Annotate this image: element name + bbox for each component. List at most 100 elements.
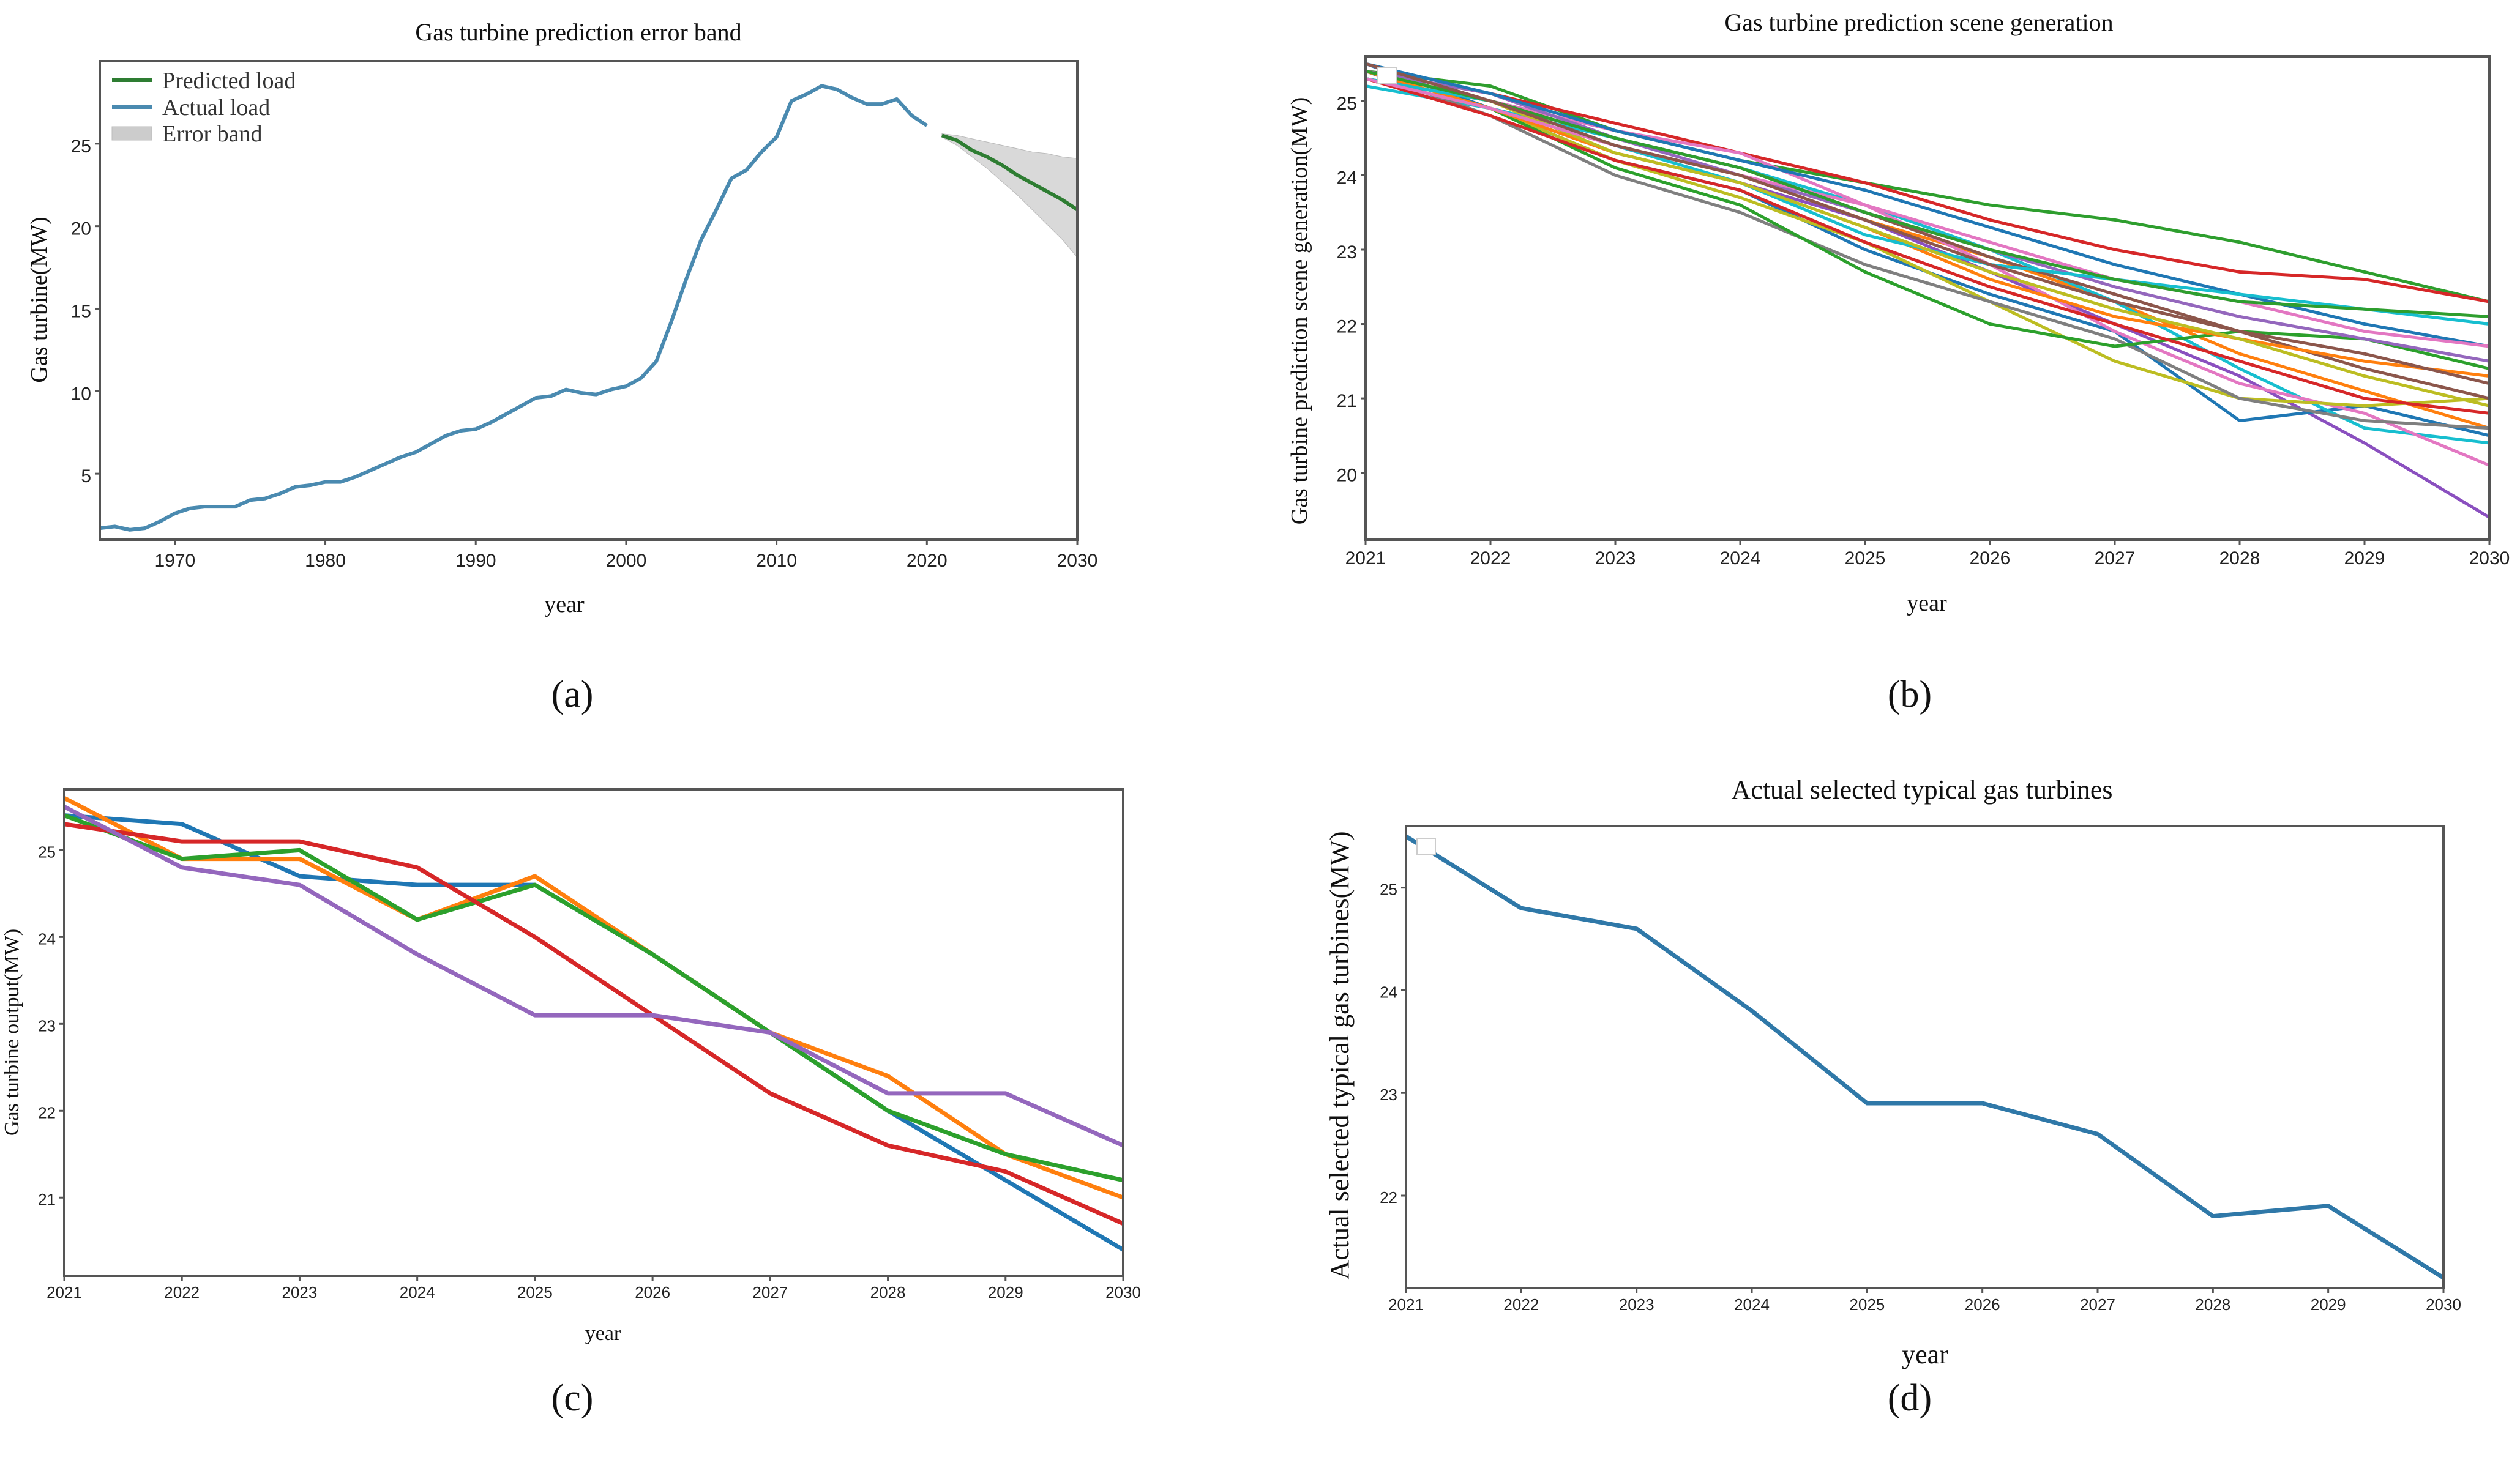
y-tick-label: 25	[38, 843, 56, 861]
chart-a-ylabel: Gas turbine(MW)	[26, 217, 52, 382]
series-line-c-4	[64, 822, 1124, 1226]
legend-band-label: Error band	[162, 121, 263, 147]
x-tick-label: 2025	[1849, 1295, 1885, 1314]
x-tick-label: 2025	[1845, 548, 1886, 568]
x-tick-label: 2028	[2195, 1295, 2230, 1314]
x-tick-label: 2026	[635, 1283, 670, 1301]
series-line-b-14	[1365, 62, 2490, 348]
y-tick-label: 23	[1380, 1085, 1397, 1104]
y-tick-label: 25	[1380, 881, 1397, 899]
chart-d-plot-area: 2021 2022 2023 2024 2025 2026 2027 2028 2029 2030…	[1380, 834, 2461, 1314]
y-tick-label: 23	[1337, 242, 1357, 263]
chart-a-plot-area: 1970 1980 1990 2000 2010 2020 2030 5 10 15 20 25	[71, 84, 1098, 571]
caption-c: (c)	[551, 1377, 594, 1419]
chart-d-xlabel: year	[1902, 1339, 1948, 1369]
chart-a-xlabel: year	[544, 592, 585, 617]
x-tick-label: 2028	[2219, 548, 2260, 568]
series-line-b-18	[1365, 77, 2490, 348]
x-tick-label: 2022	[164, 1283, 200, 1301]
series-line-b-9	[1365, 69, 2490, 430]
series-line-c-5	[63, 805, 1124, 1148]
x-tick-label: 2022	[1470, 548, 1511, 568]
y-tick-label: 24	[1337, 168, 1357, 188]
chart-d-title: Actual selected typical gas turbines	[1731, 775, 2112, 805]
y-tick-label: 25	[71, 136, 91, 157]
x-tick-label: 2028	[870, 1283, 906, 1301]
chart-d-legend-box	[1416, 838, 1436, 855]
y-tick-label: 21	[38, 1190, 56, 1208]
y-tick-label: 24	[1380, 983, 1397, 1001]
caption-a: (a)	[551, 674, 594, 715]
x-tick-label: 2000	[606, 551, 647, 571]
chart-b-frame	[1364, 55, 2491, 541]
x-tick-label: 2024	[400, 1283, 435, 1301]
series-line-c-3	[63, 813, 1124, 1183]
chart-c-plot-area: 2021 2022 2023 2024 2025 2026 2027 2028 2029 2030…	[38, 796, 1141, 1301]
series-line-c-1	[64, 813, 1124, 1252]
y-tick-label: 22	[1337, 317, 1357, 337]
series-line-c-2	[63, 796, 1124, 1200]
series-line-b-3	[1365, 69, 2490, 303]
chart-d-frame	[1405, 825, 2445, 1289]
chart-a-legend: Predicted load Actual load Error band	[111, 68, 296, 147]
x-tick-label: 2026	[1965, 1295, 2000, 1314]
panel-d: Actual selected typical gas turbines 202…	[1325, 775, 2461, 1419]
chart-a-title: Gas turbine prediction error band	[415, 18, 741, 46]
x-tick-label: 1970	[154, 551, 195, 571]
x-tick-label: 2030	[2426, 1295, 2461, 1314]
y-tick-label: 5	[81, 466, 91, 486]
x-tick-label: 2029	[988, 1283, 1023, 1301]
y-tick-label: 25	[1337, 94, 1357, 114]
chart-d-ylabel: Actual selected typical gas turbines(MW)	[1325, 831, 1355, 1279]
x-tick-label: 2023	[282, 1283, 318, 1301]
x-tick-label: 2030	[1057, 551, 1098, 571]
x-tick-label: 2021	[47, 1283, 82, 1301]
x-tick-label: 2029	[2311, 1295, 2346, 1314]
x-tick-label: 2030	[1105, 1283, 1141, 1301]
series-line-b-19	[1365, 69, 2490, 318]
caption-b: (b)	[1888, 674, 1932, 715]
panel-b: Gas turbine prediction scene generation …	[1287, 9, 2510, 715]
y-tick-label: 10	[71, 384, 91, 404]
x-tick-label: 2024	[1734, 1295, 1770, 1314]
panel-a: Gas turbine prediction error band 1970 19…	[26, 18, 1097, 715]
x-tick-label: 1990	[455, 551, 496, 571]
x-tick-label: 2030	[2469, 548, 2510, 568]
x-tick-label: 2026	[1970, 548, 2011, 568]
chart-b-title: Gas turbine prediction scene generation	[1724, 9, 2113, 36]
x-tick-label: 2029	[2344, 548, 2385, 568]
series-predicted-load	[941, 133, 1079, 212]
legend-actual-label: Actual load	[162, 95, 270, 121]
chart-c-ylabel: Gas turbine output(MW)	[1, 929, 23, 1136]
x-tick-label: 2010	[756, 551, 797, 571]
x-tick-label: 2023	[1595, 548, 1636, 568]
legend-predicted-label: Predicted load	[162, 68, 296, 94]
caption-d: (d)	[1888, 1377, 1932, 1419]
chart-b-legend-box	[1377, 67, 1397, 84]
y-tick-label: 24	[38, 929, 56, 948]
chart-b-plot-area: 2021 2022 2023 2024 2025 2026 2027 2028 2029 2030…	[1337, 62, 2510, 568]
y-tick-label: 20	[1337, 466, 1357, 486]
chart-c-xlabel: year	[585, 1322, 621, 1345]
series-line-b-8	[1365, 77, 2490, 408]
series-line-b-15	[1365, 69, 2490, 378]
x-tick-label: 2020	[907, 551, 948, 571]
chart-c-frame	[63, 788, 1124, 1277]
y-tick-label: 20	[71, 219, 91, 239]
x-tick-label: 2025	[517, 1283, 553, 1301]
panel-c: 2021 2022 2023 2024 2025 2026 2027 2028 2029 2030…	[1, 788, 1141, 1419]
series-line-d-1	[1405, 834, 2445, 1280]
x-tick-label: 2027	[2080, 1295, 2115, 1314]
x-tick-label: 2023	[1619, 1295, 1654, 1314]
y-tick-label: 15	[71, 301, 91, 321]
series-line-b-20	[1365, 62, 2490, 385]
chart-a-frame	[99, 60, 1079, 541]
chart-b-xlabel: year	[1907, 590, 1947, 616]
x-tick-label: 2021	[1345, 548, 1386, 568]
legend-band-swatch	[111, 126, 152, 141]
x-tick-label: 2024	[1720, 548, 1761, 568]
x-tick-label: 2022	[1503, 1295, 1539, 1314]
series-line-b-13	[1365, 77, 2490, 415]
y-tick-label: 22	[1380, 1188, 1397, 1207]
